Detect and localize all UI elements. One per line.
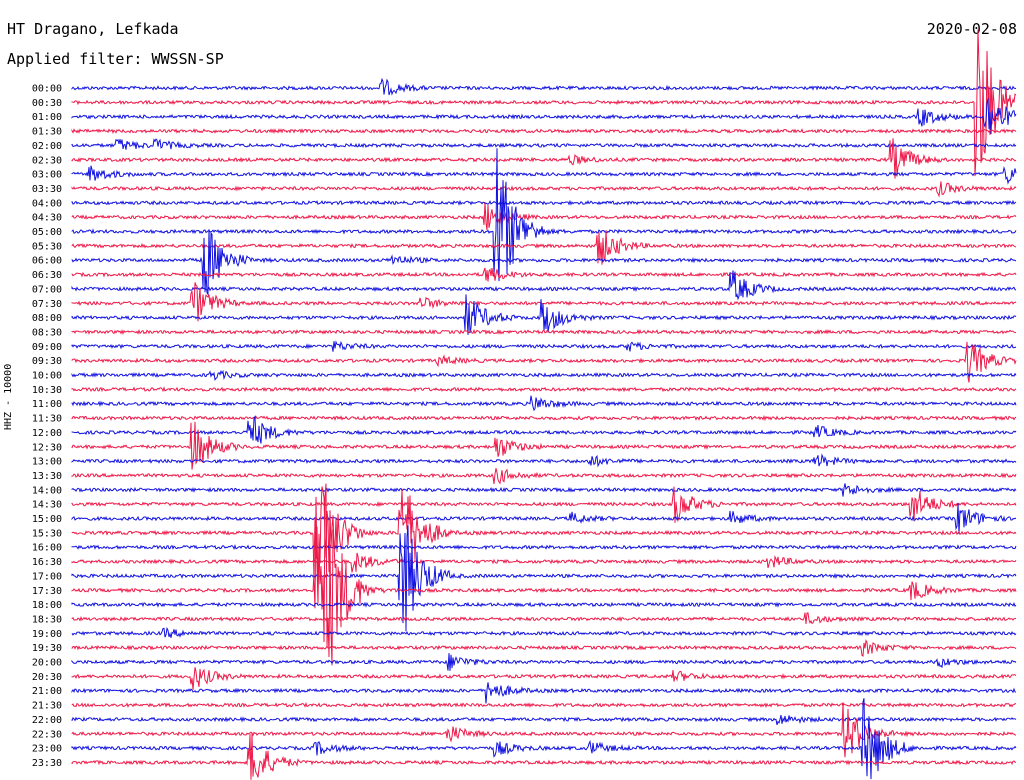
time-tick-label: 02:00	[32, 141, 62, 152]
time-tick-label: 08:30	[32, 327, 62, 338]
time-tick-label: 04:00	[32, 198, 62, 209]
trace-line-1630	[71, 552, 1017, 573]
time-tick-label: 01:00	[32, 112, 62, 123]
filter-label: Applied filter: WWSSN-SP	[7, 50, 224, 68]
time-tick-label: 13:00	[32, 457, 62, 468]
time-tick-label: 19:30	[32, 643, 62, 654]
time-tick-label: 07:30	[32, 299, 62, 310]
trace-line-0130	[71, 128, 1017, 135]
trace-line-0830	[71, 328, 1017, 335]
time-tick-label: 02:30	[32, 155, 62, 166]
time-tick-label: 20:30	[32, 672, 62, 683]
trace-line-0430	[71, 201, 1017, 231]
trace-line-0800	[71, 294, 1017, 335]
time-tick-label: 20:00	[32, 658, 62, 669]
time-tick-label: 07:00	[32, 284, 62, 295]
time-tick-label: 05:00	[32, 227, 62, 238]
trace-line-1030	[71, 386, 1017, 393]
trace-line-1100	[71, 395, 1017, 412]
time-tick-label: 03:00	[32, 170, 62, 181]
time-tick-label: 01:30	[32, 127, 62, 138]
trace-line-0230	[71, 138, 1017, 179]
trace-line-0200	[71, 138, 1017, 150]
trace-line-0930	[71, 341, 1017, 383]
trace-line-2300	[71, 698, 1017, 780]
trace-line-2000	[71, 653, 1017, 671]
time-tick-label: 18:30	[32, 614, 62, 625]
time-tick-label: 14:30	[32, 500, 62, 511]
trace-line-0030	[71, 29, 1017, 177]
trace-line-0630	[71, 267, 1017, 282]
time-tick-label: 17:00	[32, 571, 62, 582]
time-tick-label: 14:00	[32, 485, 62, 496]
time-tick-label: 18:00	[32, 600, 62, 611]
time-tick-label: 21:00	[32, 686, 62, 697]
trace-line-0400	[71, 199, 1017, 206]
trace-line-1900	[71, 626, 1017, 638]
trace-line-0500	[71, 148, 1017, 282]
trace-line-1130	[71, 414, 1017, 422]
time-tick-label: 15:00	[32, 514, 62, 525]
time-tick-label: 13:30	[32, 471, 62, 482]
trace-line-1800	[71, 601, 1017, 608]
trace-line-0300	[71, 165, 1017, 185]
trace-line-1430	[71, 486, 1017, 523]
trace-line-2330	[71, 732, 1017, 780]
trace-line-0530	[71, 230, 1017, 265]
time-tick-label: 15:30	[32, 528, 62, 539]
time-tick-label: 22:30	[32, 729, 62, 740]
trace-line-2230	[71, 702, 1017, 758]
time-tick-label: 16:00	[32, 543, 62, 554]
trace-line-1400	[71, 483, 1017, 497]
time-tick-label: 00:30	[32, 98, 62, 109]
time-tick-label: 04:30	[32, 213, 62, 224]
trace-line-0000	[71, 77, 1017, 96]
date-label: 2020-02-08	[926, 20, 1017, 38]
trace-line-1730	[71, 483, 1017, 666]
trace-line-2030	[71, 667, 1017, 690]
time-tick-label: 09:30	[32, 356, 62, 367]
trace-line-1300	[71, 453, 1017, 468]
trace-line-2100	[71, 682, 1017, 704]
trace-line-1600	[71, 543, 1017, 551]
time-tick-label: 09:00	[32, 342, 62, 353]
time-tick-label: 10:30	[32, 385, 62, 396]
time-tick-label: 05:30	[32, 241, 62, 252]
trace-line-2200	[71, 714, 1017, 726]
trace-line-1700	[71, 525, 1017, 632]
trace-line-1000	[71, 369, 1017, 381]
time-tick-label: 08:00	[32, 313, 62, 324]
time-tick-label: 06:00	[32, 256, 62, 267]
time-tick-label: 19:00	[32, 629, 62, 640]
time-tick-label: 03:30	[32, 184, 62, 195]
trace-line-0330	[71, 181, 1017, 198]
time-tick-label: 11:30	[32, 414, 62, 425]
time-tick-label: 10:00	[32, 371, 62, 382]
time-tick-label: 23:00	[32, 744, 62, 755]
time-tick-label: 11:00	[32, 399, 62, 410]
time-tick-label: 12:00	[32, 428, 62, 439]
time-tick-label: 23:30	[32, 758, 62, 769]
station-title: HT Dragano, Lefkada	[7, 20, 179, 38]
trace-line-0900	[71, 340, 1017, 352]
time-tick-label: 17:30	[32, 586, 62, 597]
time-tick-label: 06:30	[32, 270, 62, 281]
time-tick-label: 22:00	[32, 715, 62, 726]
time-tick-label: 21:30	[32, 701, 62, 712]
trace-line-0600	[71, 229, 1017, 296]
time-tick-label: 12:30	[32, 442, 62, 453]
trace-line-1500	[71, 503, 1017, 534]
trace-line-1230	[71, 421, 1017, 470]
trace-line-1930	[71, 639, 1017, 657]
trace-line-0100	[71, 98, 1017, 135]
trace-line-1530	[71, 486, 1017, 609]
time-tick-label: 00:00	[32, 84, 62, 95]
trace-line-1330	[71, 468, 1017, 485]
trace-line-1830	[71, 612, 1017, 625]
trace-line-2130	[71, 701, 1017, 709]
time-tick-label: 16:30	[32, 557, 62, 568]
trace-line-1200	[71, 415, 1017, 444]
trace-line-0700	[71, 270, 1017, 301]
